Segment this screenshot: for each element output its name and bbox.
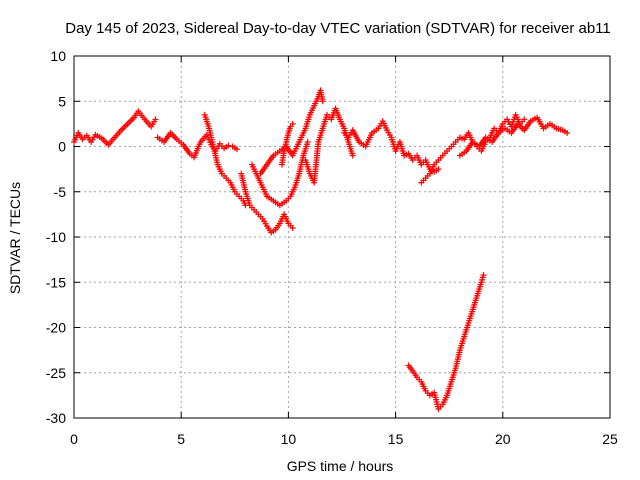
y-tick-label: 0 (58, 139, 66, 155)
data-point (349, 152, 356, 159)
points-layer (71, 87, 571, 412)
x-tick-label: 20 (495, 431, 511, 447)
ticks-layer: 0 5 10 15 20 25 10 5 0 -5 -10 -15 -20 -25 -30 (46, 48, 618, 447)
x-tick-label: 25 (602, 431, 618, 447)
data-point (233, 146, 240, 153)
data-point (304, 138, 311, 145)
chart-title: Day 145 of 2023, Sidereal Day-to-day VTE… (65, 20, 611, 37)
y-tick-label: 10 (50, 48, 66, 64)
data-point (521, 116, 528, 123)
y-tick-label: -20 (46, 320, 66, 336)
y-tick-label: -25 (46, 365, 66, 381)
y-tick-label: 5 (58, 93, 66, 109)
data-point (435, 166, 442, 173)
data-point (564, 129, 571, 136)
y-tick-label: -30 (46, 410, 66, 426)
x-axis-label: GPS time / hours (287, 458, 394, 474)
y-tick-label: -10 (46, 229, 66, 245)
data-point (225, 142, 232, 149)
data-point (152, 116, 159, 123)
grid-layer (74, 56, 610, 418)
data-point (289, 120, 296, 127)
x-tick-label: 5 (177, 431, 185, 447)
y-tick-label: -5 (54, 184, 67, 200)
data-point (289, 224, 296, 231)
data-point (319, 98, 326, 105)
y-tick-label: -15 (46, 274, 66, 290)
x-tick-label: 15 (388, 431, 404, 447)
x-tick-label: 0 (70, 431, 78, 447)
x-tick-label: 10 (281, 431, 297, 447)
y-axis-label: SDTVAR / TECUs (7, 182, 23, 294)
data-point (480, 272, 487, 279)
